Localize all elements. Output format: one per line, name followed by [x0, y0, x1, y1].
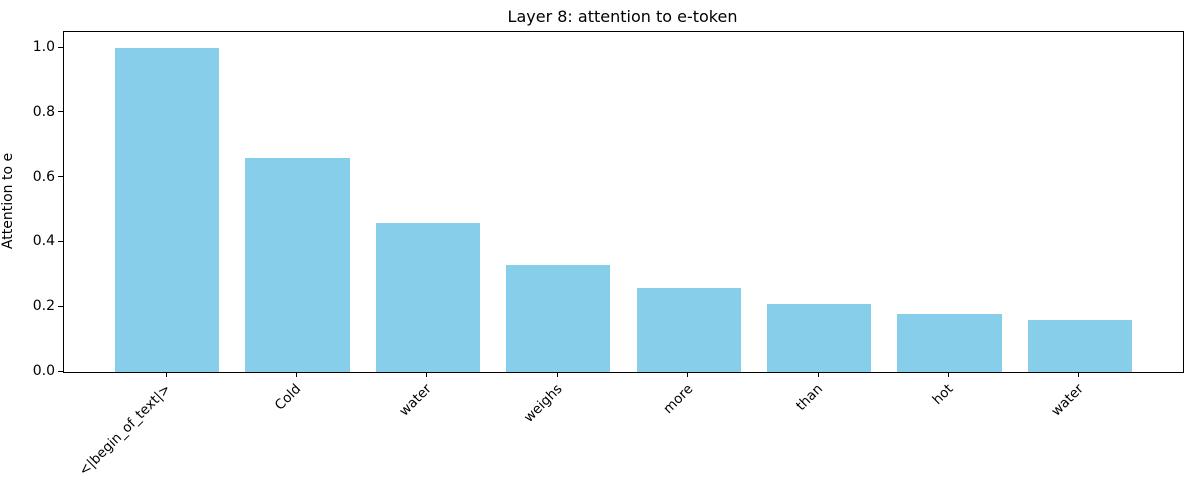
- x-tick-label-text: Cold: [272, 381, 305, 414]
- x-tick-label-text: water: [1048, 381, 1088, 420]
- y-tick-label: 0.4: [32, 233, 55, 250]
- x-tick-mark: [948, 372, 950, 377]
- y-tick-mark: [58, 46, 63, 48]
- y-tick-mark: [58, 240, 63, 242]
- x-tick-mark: [687, 372, 689, 377]
- x-tick-label-text: more: [659, 381, 697, 418]
- chart-title: Layer 8: attention to e-token: [507, 7, 738, 26]
- x-tick-mark: [295, 372, 297, 377]
- y-tick-label: 0.2: [32, 298, 55, 315]
- x-tick-mark: [165, 372, 167, 377]
- bar: [506, 265, 611, 372]
- bar: [897, 313, 1002, 372]
- bar: [766, 304, 872, 372]
- y-tick-label: 0.6: [32, 168, 55, 185]
- y-tick-mark: [58, 305, 63, 307]
- x-tick-mark: [426, 372, 428, 377]
- x-tick-label-text: water: [396, 381, 436, 420]
- x-tick-label-text: weighs: [520, 381, 566, 426]
- bar: [114, 48, 220, 372]
- y-tick-mark: [58, 111, 63, 113]
- y-tick-mark: [58, 176, 63, 178]
- y-axis-label-text: Attention to e: [0, 152, 16, 250]
- y-tick-label: 1.0: [32, 39, 55, 56]
- y-tick-label: 0.0: [32, 363, 55, 379]
- x-tick-label-text: hot: [929, 381, 957, 408]
- y-tick-label: 0.8: [32, 103, 55, 120]
- x-tick-label-text: <|begin_of_text|>: [76, 381, 175, 480]
- plot-area: [63, 31, 1184, 373]
- bar: [1027, 320, 1133, 372]
- bar: [636, 287, 741, 372]
- x-tick-mark: [1078, 372, 1080, 377]
- y-tick-mark: [58, 370, 63, 372]
- x-tick-mark: [556, 372, 558, 377]
- bar: [375, 223, 481, 372]
- x-tick-mark: [817, 372, 819, 377]
- bar: [245, 158, 350, 372]
- x-tick-label-text: than: [793, 381, 827, 415]
